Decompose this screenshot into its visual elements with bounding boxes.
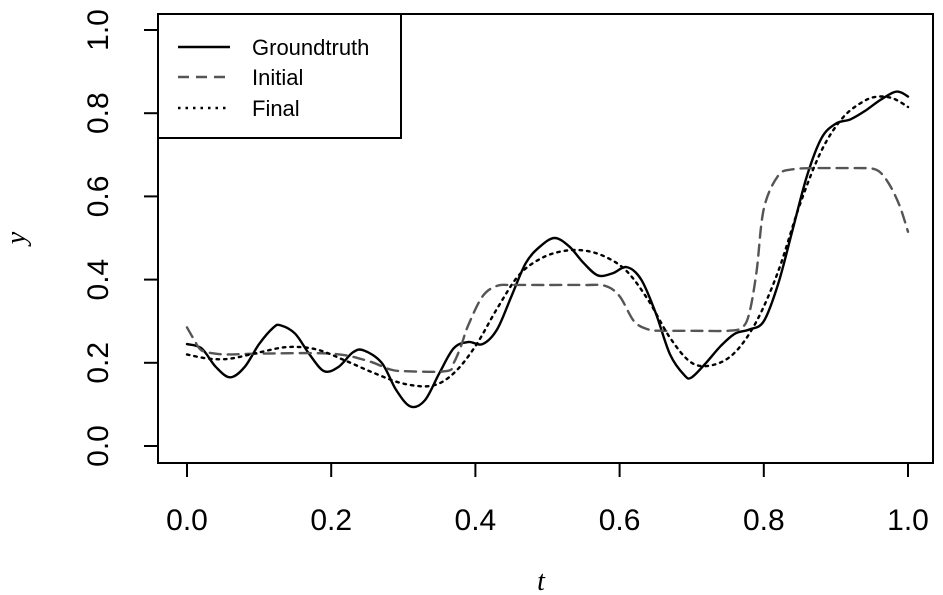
x-tick-label: 0.4: [455, 504, 497, 537]
x-tick-label: 0.8: [743, 504, 785, 537]
series-line-initial: [185, 166, 910, 374]
series-layer: [185, 90, 910, 409]
legend-label-groundtruth: Groundtruth: [252, 35, 369, 60]
x-tick-label: 0.6: [599, 504, 641, 537]
x-tick-label: 0.0: [166, 504, 208, 537]
legend-label-initial: Initial: [252, 65, 303, 90]
y-tick-label: 0.0: [82, 425, 115, 467]
y-tick-label: 0.4: [82, 259, 115, 301]
x-tick-label: 0.2: [310, 504, 352, 537]
y-tick-label: 0.6: [82, 176, 115, 218]
x-axis-title: t: [537, 566, 546, 595]
y-axis-title: y: [1, 231, 32, 247]
legend-label-final: Final: [252, 96, 300, 121]
legend: Groundtruth Initial Final: [157, 13, 402, 139]
y-tick-label: 0.2: [82, 342, 115, 384]
y-tick-label: 1.0: [82, 9, 115, 51]
axes-layer: 0.0 0.2 0.4 0.6 0.8 1.0 0.0 0.2 0.4 0.6 0.8 1.0: [82, 9, 929, 537]
y-tick-label: 0.8: [82, 92, 115, 134]
x-tick-label: 1.0: [887, 504, 929, 537]
